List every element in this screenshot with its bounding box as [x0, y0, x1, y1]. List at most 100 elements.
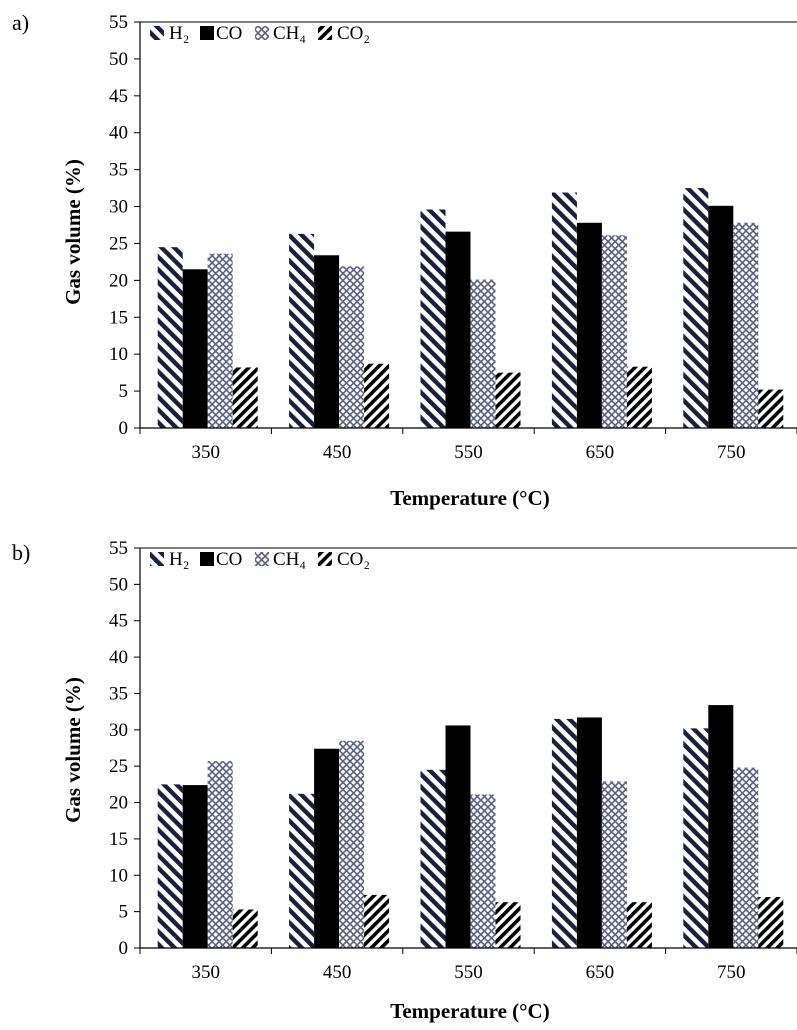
- legend-swatch-hatch-slash: [318, 552, 332, 566]
- legend-swatch-hatch-backslash: [150, 26, 164, 40]
- bar-solid-350: [182, 269, 208, 428]
- bar-hatch-backslash-750: [683, 188, 709, 428]
- bar-hatch-slash-650: [626, 902, 652, 948]
- y-tick-label: 5: [119, 902, 129, 923]
- legend-swatch-hatch-slash: [318, 26, 332, 40]
- y-tick-label: 10: [109, 865, 128, 886]
- legend-swatch-solid: [200, 552, 214, 566]
- legend-label: CH₄: [273, 549, 306, 570]
- bar-solid-750: [708, 705, 734, 948]
- bar-crosshatch-650: [601, 235, 627, 428]
- bars: [157, 188, 784, 428]
- y-tick-label: 30: [109, 197, 128, 218]
- bar-solid-650: [576, 222, 602, 428]
- bar-hatch-backslash-550: [420, 769, 446, 948]
- bar-solid-450: [314, 748, 340, 948]
- x-tick-label: 550: [454, 962, 483, 983]
- bar-hatch-backslash-650: [551, 718, 577, 948]
- x-tick-label: 750: [717, 962, 746, 983]
- bar-solid-450: [314, 255, 340, 428]
- bar-hatch-slash-550: [495, 902, 521, 948]
- bar-hatch-backslash-650: [551, 192, 577, 428]
- bar-solid-550: [445, 725, 471, 948]
- bar-solid-550: [445, 231, 471, 428]
- legend-label: CH₄: [273, 23, 306, 44]
- bar-hatch-slash-450: [364, 363, 390, 428]
- legend-swatch-crosshatch: [255, 26, 269, 40]
- x-tick-label: 750: [717, 442, 746, 463]
- legend-label: CO₂: [337, 23, 370, 44]
- y-tick-label: 50: [109, 574, 128, 595]
- bar-hatch-backslash-350: [157, 247, 183, 428]
- legend-swatch-crosshatch: [255, 552, 269, 566]
- bar-hatch-slash-650: [626, 366, 652, 428]
- panel-label: a): [12, 10, 29, 35]
- bar-crosshatch-650: [601, 781, 627, 948]
- bar-crosshatch-750: [733, 222, 759, 428]
- legend-label: CO: [216, 549, 242, 570]
- bar-crosshatch-350: [207, 253, 233, 428]
- y-tick-label: 20: [109, 793, 128, 814]
- bar-hatch-slash-450: [364, 894, 390, 948]
- axes: 0 5 10 15 20 25 30 35 40 45 50 55 350 450 550 650 750: [109, 538, 797, 983]
- y-tick-label: 40: [109, 647, 128, 668]
- panel-label: b): [12, 540, 30, 565]
- y-tick-label: 5: [119, 381, 129, 402]
- legend: H₂ CO CH₄ CO₂: [150, 549, 370, 570]
- bars: [157, 705, 784, 948]
- y-tick-label: 30: [109, 720, 128, 741]
- y-tick-label: 10: [109, 344, 128, 365]
- x-tick-label: 450: [323, 962, 352, 983]
- bar-hatch-slash-350: [232, 909, 258, 948]
- y-tick-label: 0: [119, 418, 129, 439]
- y-tick-label: 0: [119, 938, 129, 959]
- bar-hatch-backslash-450: [289, 793, 315, 948]
- bar-solid-650: [576, 717, 602, 948]
- legend-label: H₂: [169, 23, 189, 44]
- y-tick-label: 20: [109, 270, 128, 291]
- bar-hatch-slash-750: [758, 389, 784, 428]
- bar-crosshatch-750: [733, 767, 759, 948]
- legend-label: CO: [216, 23, 242, 44]
- y-tick-label: 55: [109, 538, 128, 559]
- bar-crosshatch-350: [207, 761, 233, 948]
- y-tick-label: 40: [109, 123, 128, 144]
- legend-label: H₂: [169, 549, 189, 570]
- y-tick-label: 35: [109, 160, 128, 181]
- bar-crosshatch-550: [470, 794, 496, 948]
- y-tick-label: 25: [109, 756, 128, 777]
- legend-label: CO₂: [337, 549, 370, 570]
- bar-crosshatch-450: [339, 740, 365, 948]
- bar-hatch-backslash-350: [157, 784, 183, 948]
- bar-crosshatch-450: [339, 266, 365, 428]
- bar-hatch-slash-350: [232, 367, 258, 428]
- x-tick-label: 450: [323, 442, 352, 463]
- y-tick-label: 45: [109, 611, 128, 632]
- x-axis-title: Temperature (°C): [390, 999, 549, 1023]
- y-axis-title: Gas volume (%): [61, 159, 85, 305]
- y-tick-label: 50: [109, 49, 128, 70]
- bar-solid-750: [708, 205, 734, 428]
- y-tick-label: 25: [109, 233, 128, 254]
- axes: 0 5 10 15 20 25 30 35 40 45 50 55 350 450 550 650 750: [109, 12, 797, 463]
- y-tick-label: 15: [109, 829, 128, 850]
- x-tick-label: 350: [191, 442, 220, 463]
- y-tick-label: 35: [109, 683, 128, 704]
- y-tick-label: 45: [109, 86, 128, 107]
- y-tick-label: 55: [109, 12, 128, 33]
- bar-hatch-backslash-550: [420, 209, 446, 428]
- x-tick-label: 650: [586, 962, 615, 983]
- y-tick-label: 15: [109, 307, 128, 328]
- x-tick-label: 550: [454, 442, 483, 463]
- bar-solid-350: [182, 785, 208, 948]
- y-axis-title: Gas volume (%): [61, 677, 85, 823]
- bar-hatch-slash-750: [758, 897, 784, 948]
- x-tick-label: 350: [191, 962, 220, 983]
- bar-hatch-slash-550: [495, 372, 521, 428]
- bar-hatch-backslash-450: [289, 233, 315, 428]
- legend-swatch-solid: [200, 26, 214, 40]
- x-tick-label: 650: [586, 442, 615, 463]
- legend-swatch-hatch-backslash: [150, 552, 164, 566]
- panel-a: a) Gas volume (%) Temperature (°C) H₂ CO C…: [12, 10, 797, 510]
